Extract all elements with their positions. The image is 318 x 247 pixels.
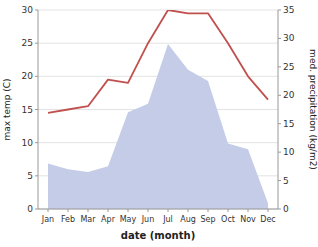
y2-axis [278, 10, 279, 209]
y-tick-label: 0 [27, 204, 33, 214]
y-tick [35, 43, 38, 44]
y2-tick-label: 0 [283, 204, 289, 214]
y2-axis-label: med. precipitation (kg/m2) [308, 49, 318, 170]
x-tick-label: Sep [200, 215, 215, 224]
x-axis-label: date (month) [121, 230, 195, 241]
y-tick-label: 25 [22, 38, 33, 48]
y-tick [35, 175, 38, 176]
y2-tick [278, 123, 281, 124]
y2-tick [278, 66, 281, 67]
x-tick-label: May [120, 215, 137, 224]
x-tick [68, 209, 69, 212]
y-tick [35, 10, 38, 11]
y2-tick [278, 209, 281, 210]
x-axis [38, 209, 278, 210]
x-tick [188, 209, 189, 212]
y2-tick [278, 180, 281, 181]
x-tick-label: Jan [41, 215, 54, 224]
x-tick [48, 209, 49, 212]
y-tick-label: 5 [27, 171, 33, 181]
x-tick [228, 209, 229, 212]
y-tick [35, 76, 38, 77]
y2-tick [278, 10, 281, 11]
grid-line [38, 209, 278, 210]
area [48, 44, 268, 209]
y2-tick-label: 5 [283, 176, 289, 186]
y-tick [35, 209, 38, 210]
x-tick [208, 209, 209, 212]
y-tick-label: 15 [22, 105, 33, 115]
y-tick-label: 30 [22, 5, 34, 15]
y2-tick [278, 38, 281, 39]
x-tick-label: Jun [141, 215, 155, 224]
y-tick-label: 20 [22, 71, 34, 81]
chart: 0 5 10 15 20 25 30 0 5 10 15 20 25 30 35 Jan Feb Mar Apr Ma… [0, 0, 318, 247]
y2-tick-label: 30 [283, 33, 295, 43]
x-tick-label: Aug [180, 215, 196, 224]
x-tick [128, 209, 129, 212]
x-tick-label: Dec [260, 215, 275, 224]
y2-tick-label: 20 [283, 90, 295, 100]
x-tick-label: Nov [240, 215, 256, 224]
x-tick-label: Apr [101, 215, 116, 224]
x-tick [88, 209, 89, 212]
x-tick [108, 209, 109, 212]
y2-tick-label: 10 [283, 147, 295, 157]
y-tick [35, 142, 38, 143]
x-tick-label: Oct [221, 215, 235, 224]
y2-tick [278, 152, 281, 153]
plot-area [48, 10, 268, 209]
y2-tick-label: 35 [283, 5, 294, 15]
x-tick [268, 209, 269, 212]
x-tick-label: Feb [61, 215, 75, 224]
y2-tick-label: 25 [283, 62, 294, 72]
y2-tick-label: 15 [283, 119, 294, 129]
x-tick-label: Jul [162, 215, 173, 224]
y-tick-label: 10 [22, 138, 34, 148]
y2-tick [278, 95, 281, 96]
y-tick [35, 109, 38, 110]
x-tick [248, 209, 249, 212]
x-tick [148, 209, 149, 212]
x-tick-label: Mar [80, 215, 96, 224]
grid-line [38, 10, 278, 11]
line [48, 10, 268, 113]
grid-line [38, 43, 278, 44]
y-axis-label: max temp (C) [2, 78, 12, 140]
x-tick [168, 209, 169, 212]
